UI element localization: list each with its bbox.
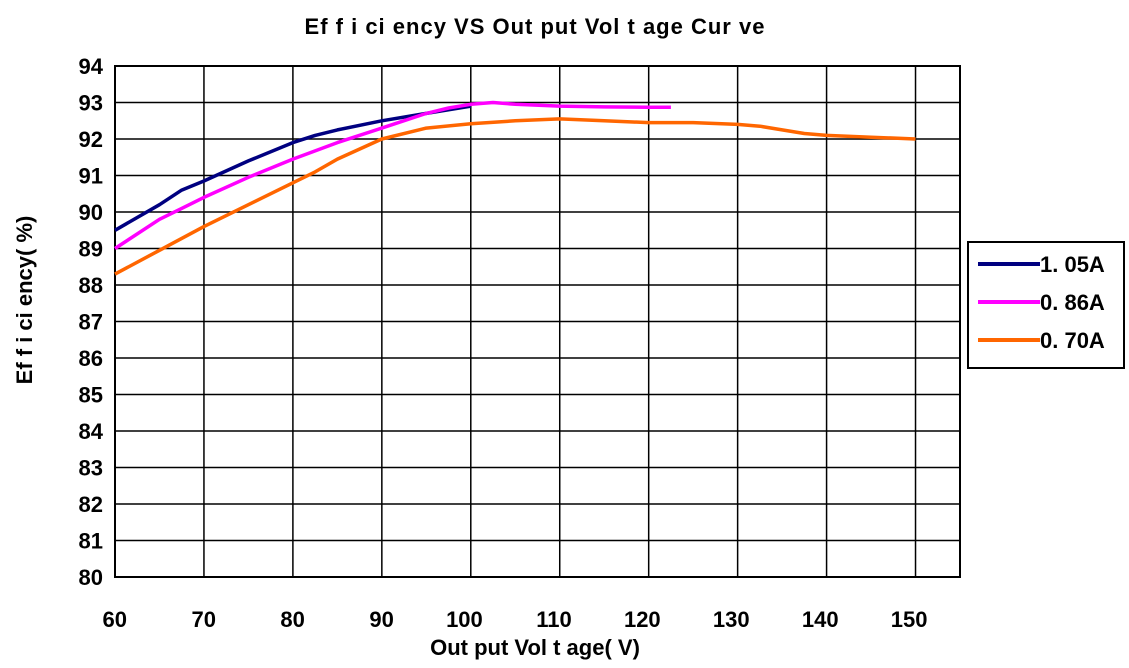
x-tick-label: 60	[103, 607, 127, 632]
x-tick-label: 150	[891, 607, 928, 632]
x-tick-label: 120	[624, 607, 661, 632]
x-axis-ticks: 60 70 80 90 100 110 120 130 140 150	[103, 607, 928, 632]
y-tick-label: 90	[79, 200, 103, 225]
x-tick-label: 80	[280, 607, 304, 632]
x-axis-label: Out put Vol t age( V)	[430, 635, 640, 660]
y-tick-label: 89	[79, 237, 103, 262]
y-tick-label: 94	[79, 54, 104, 79]
legend-label-1: 0. 86A	[1040, 290, 1105, 315]
x-tick-label: 70	[191, 607, 215, 632]
x-tick-label: 100	[446, 607, 483, 632]
x-tick-label: 110	[536, 607, 572, 632]
y-tick-label: 83	[79, 456, 103, 481]
grid-lines	[114, 65, 961, 578]
legend-label-0: 1. 05A	[1040, 252, 1105, 277]
y-axis-ticks: 80 81 82 83 84 85 86 87 88 89 90 91 92 93 94	[79, 54, 104, 590]
y-tick-label: 92	[79, 127, 103, 152]
y-tick-label: 85	[79, 383, 103, 408]
series-line-2	[114, 117, 916, 276]
y-axis-label: Ef f i ci ency( %)	[12, 216, 37, 385]
series-lines	[114, 100, 916, 276]
y-tick-label: 91	[79, 164, 103, 189]
x-tick-label: 90	[369, 607, 393, 632]
legend-label-2: 0. 70A	[1040, 328, 1105, 353]
series-line-0	[114, 104, 472, 232]
series-line-1	[114, 100, 671, 250]
y-tick-label: 84	[79, 419, 104, 444]
legend: 1. 05A 0. 86A 0. 70A	[967, 241, 1125, 369]
y-tick-label: 86	[79, 346, 103, 371]
x-tick-label: 130	[713, 607, 750, 632]
y-tick-label: 82	[79, 492, 103, 517]
y-tick-label: 80	[79, 565, 103, 590]
plot-area-frame	[114, 65, 961, 578]
y-tick-label: 93	[79, 91, 103, 116]
y-tick-label: 87	[79, 310, 103, 335]
chart-title: Ef f i ci ency VS Out put Vol t age Cur …	[305, 14, 766, 39]
y-tick-label: 81	[79, 529, 103, 554]
x-tick-label: 140	[802, 607, 839, 632]
y-tick-label: 88	[79, 273, 103, 298]
